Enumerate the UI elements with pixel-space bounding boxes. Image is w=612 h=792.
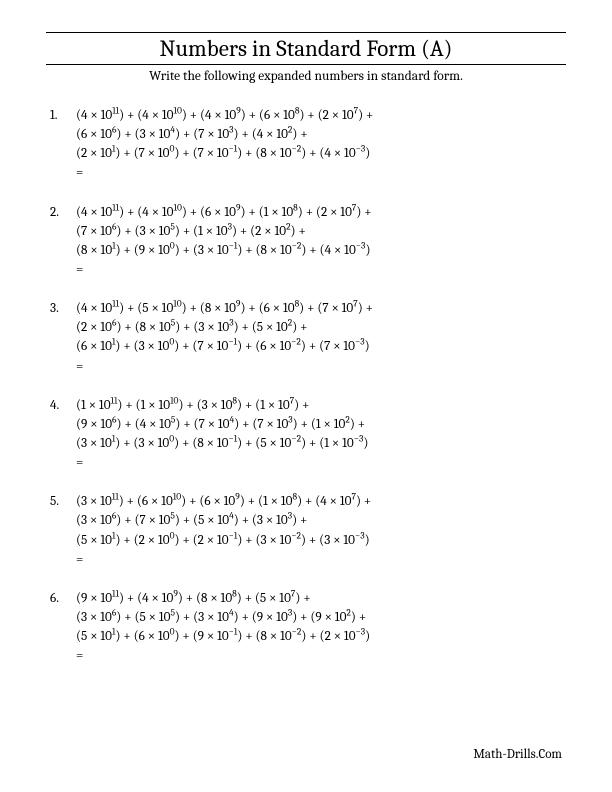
problem: 5.(3 × 1011) + (6 × 1010) + (6 × 109) + … xyxy=(50,492,566,569)
problem-number: 1. xyxy=(50,106,76,183)
expression-line: (3 × 101) + (3 × 100) + (8 × 10−1) + (5 … xyxy=(76,434,566,453)
expression-line: (1 × 1011) + (1 × 1010) + (3 × 108) + (1… xyxy=(76,396,566,415)
answer-line: = xyxy=(76,260,566,279)
expression-line: (5 × 101) + (6 × 100) + (9 × 10−1) + (8 … xyxy=(76,627,566,646)
answer-line: = xyxy=(76,453,566,472)
expression-line: (6 × 101) + (3 × 100) + (7 × 10−1) + (6 … xyxy=(76,337,566,356)
answer-line: = xyxy=(76,550,566,569)
expression-line: (9 × 106) + (4 × 105) + (7 × 104) + (7 ×… xyxy=(76,415,566,434)
problem: 1.(4 × 1011) + (4 × 1010) + (4 × 109) + … xyxy=(50,106,566,183)
expression-line: (3 × 106) + (5 × 105) + (3 × 104) + (9 ×… xyxy=(76,608,566,627)
expression-line: (3 × 1011) + (6 × 1010) + (6 × 109) + (1… xyxy=(76,492,566,511)
expression-line: (7 × 106) + (3 × 105) + (1 × 103) + (2 ×… xyxy=(76,222,566,241)
answer-line: = xyxy=(76,646,566,665)
problem-number: 2. xyxy=(50,203,76,280)
problem: 2.(4 × 1011) + (4 × 1010) + (6 × 109) + … xyxy=(50,203,566,280)
expression-line: (8 × 101) + (9 × 100) + (3 × 10−1) + (8 … xyxy=(76,241,566,260)
expression-line: (9 × 1011) + (4 × 109) + (8 × 108) + (5 … xyxy=(76,589,566,608)
title-bar: Numbers in Standard Form (A) xyxy=(46,32,566,65)
problem-body: (4 × 1011) + (4 × 1010) + (6 × 109) + (1… xyxy=(76,203,566,280)
problem-number: 5. xyxy=(50,492,76,569)
expression-line: (2 × 106) + (8 × 105) + (3 × 103) + (5 ×… xyxy=(76,318,566,337)
page-title: Numbers in Standard Form (A) xyxy=(46,35,566,62)
problem-body: (9 × 1011) + (4 × 109) + (8 × 108) + (5 … xyxy=(76,589,566,666)
problem-body: (4 × 1011) + (5 × 1010) + (8 × 109) + (6… xyxy=(76,299,566,376)
problem: 3.(4 × 1011) + (5 × 1010) + (8 × 109) + … xyxy=(50,299,566,376)
problem-body: (1 × 1011) + (1 × 1010) + (3 × 108) + (1… xyxy=(76,396,566,473)
problem-list: 1.(4 × 1011) + (4 × 1010) + (4 × 109) + … xyxy=(46,106,566,665)
problem: 6.(9 × 1011) + (4 × 109) + (8 × 108) + (… xyxy=(50,589,566,666)
expression-line: (3 × 106) + (7 × 105) + (5 × 104) + (3 ×… xyxy=(76,511,566,530)
expression-line: (4 × 1011) + (5 × 1010) + (8 × 109) + (6… xyxy=(76,299,566,318)
instruction-text: Write the following expanded numbers in … xyxy=(46,69,566,84)
expression-line: (4 × 1011) + (4 × 1010) + (4 × 109) + (6… xyxy=(76,106,566,125)
answer-line: = xyxy=(76,357,566,376)
answer-line: = xyxy=(76,163,566,182)
footer-text: Math-Drills.Com xyxy=(473,747,562,762)
problem-number: 6. xyxy=(50,589,76,666)
expression-line: (5 × 101) + (2 × 100) + (2 × 10−1) + (3 … xyxy=(76,531,566,550)
problem-number: 3. xyxy=(50,299,76,376)
expression-line: (4 × 1011) + (4 × 1010) + (6 × 109) + (1… xyxy=(76,203,566,222)
problem: 4.(1 × 1011) + (1 × 1010) + (3 × 108) + … xyxy=(50,396,566,473)
expression-line: (6 × 106) + (3 × 104) + (7 × 103) + (4 ×… xyxy=(76,125,566,144)
problem-number: 4. xyxy=(50,396,76,473)
expression-line: (2 × 101) + (7 × 100) + (7 × 10−1) + (8 … xyxy=(76,144,566,163)
problem-body: (4 × 1011) + (4 × 1010) + (4 × 109) + (6… xyxy=(76,106,566,183)
problem-body: (3 × 1011) + (6 × 1010) + (6 × 109) + (1… xyxy=(76,492,566,569)
